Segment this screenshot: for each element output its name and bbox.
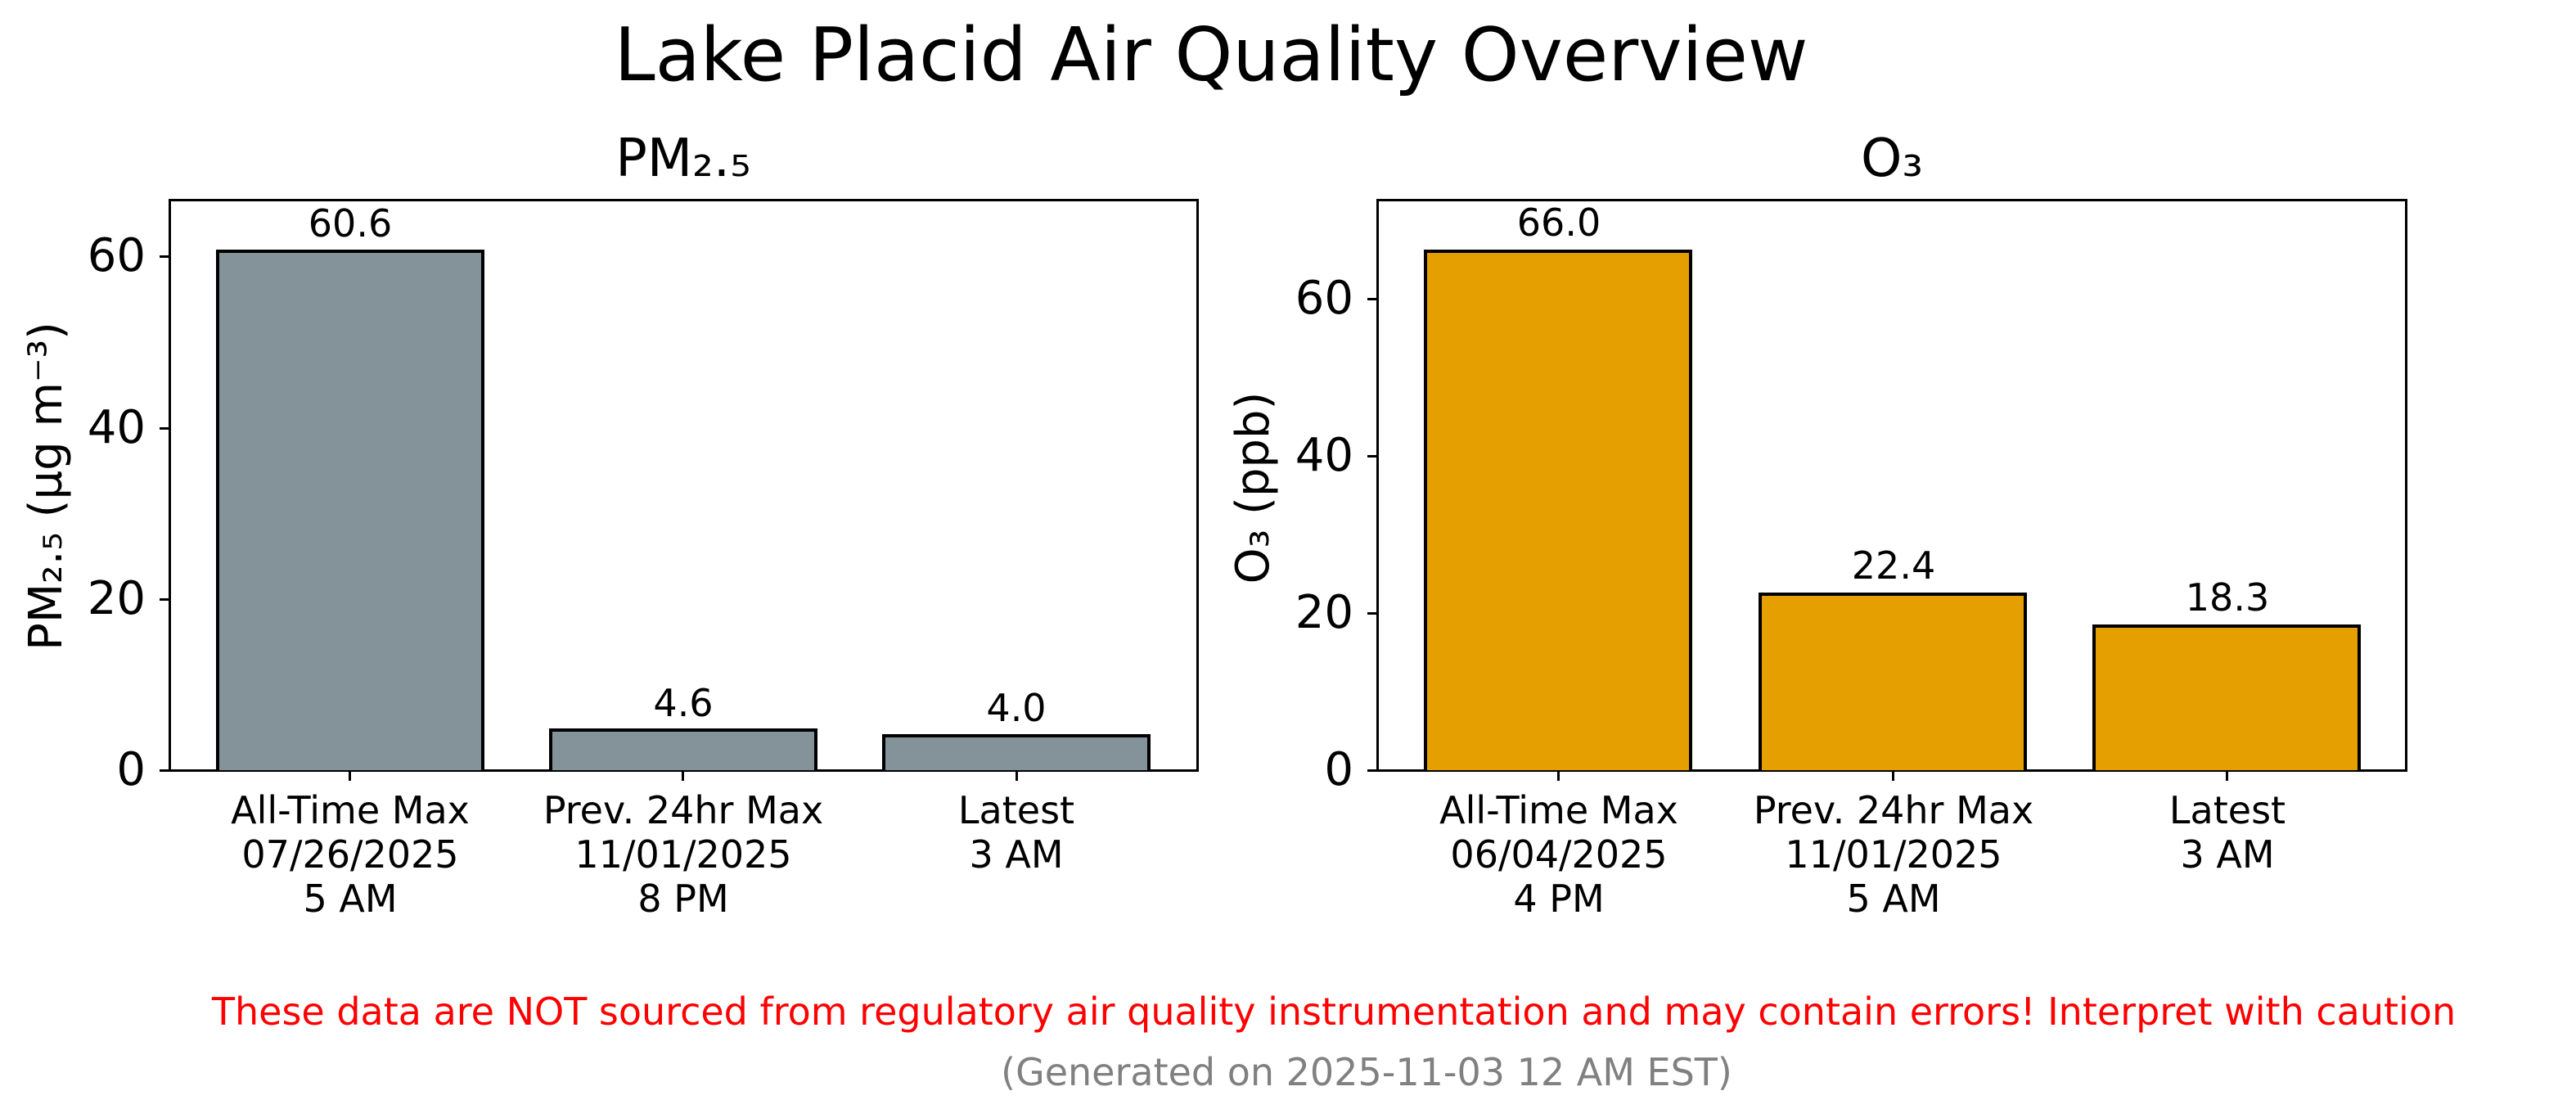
pm25-xtick-label-all-time-max: All-Time Max 07/26/2025 5 AM (231, 788, 470, 921)
xtick-line: Latest (2168, 788, 2286, 832)
pm25-ytick-mark (160, 255, 169, 258)
pm25-xtick-label-prev-24hr-max: Prev. 24hr Max 11/01/2025 8 PM (543, 788, 823, 921)
pm25-bar-all-time-max (216, 250, 484, 770)
o3-bar-all-time-max (1424, 250, 1692, 770)
o3-y-axis-label: O₃ (ppb) (1227, 391, 1280, 584)
o3-ytick-mark (1367, 769, 1377, 772)
o3-ytick-label: 0 (1324, 743, 1353, 796)
o3-xtick-mark (1557, 771, 1560, 781)
pm25-ytick-label: 0 (116, 743, 146, 796)
pm25-bar-prev-24hr-max (549, 728, 817, 770)
xtick-line: All-Time Max (1439, 788, 1678, 832)
o3-ytick-mark (1367, 298, 1377, 300)
o3-xtick-mark (1892, 771, 1894, 781)
xtick-line: 07/26/2025 (241, 832, 459, 877)
pm25-bar-value-label: 4.0 (986, 686, 1047, 730)
xtick-line: 3 AM (2180, 832, 2275, 877)
xtick-line: Prev. 24hr Max (543, 788, 824, 832)
xtick-line: 11/01/2025 (1785, 832, 2002, 877)
pm25-bar-value-label: 60.6 (308, 201, 393, 246)
xtick-line: 5 AM (1846, 877, 1941, 921)
generated-timestamp: (Generated on 2025-11-03 12 AM EST) (1001, 1050, 1732, 1094)
pm25-ytick-label: 60 (87, 229, 146, 282)
o3-bar-value-label: 22.4 (1851, 543, 1936, 588)
figure-title: Lake Placid Air Quality Overview (614, 12, 1808, 98)
pm25-bar-value-label: 4.6 (653, 681, 714, 725)
pm25-xtick-label-latest: Latest 3 AM (958, 788, 1074, 877)
xtick-line: Latest (957, 788, 1075, 832)
pm25-xtick-mark (1016, 771, 1018, 781)
xtick-line: 06/04/2025 (1450, 832, 1668, 877)
pm25-xtick-mark (682, 771, 684, 781)
xtick-line: All-Time Max (231, 788, 470, 832)
pm25-ytick-mark (160, 427, 169, 430)
o3-xtick-mark (2226, 771, 2228, 781)
o3-bar-latest (2092, 624, 2361, 770)
xtick-line: 8 PM (637, 877, 729, 921)
o3-xtick-label-all-time-max: All-Time Max 06/04/2025 4 PM (1439, 788, 1678, 921)
o3-ytick-mark (1367, 612, 1377, 615)
o3-panel-title: O₃ (1860, 128, 1924, 189)
o3-ytick-label: 20 (1295, 586, 1353, 639)
o3-xtick-label-prev-24hr-max: Prev. 24hr Max 11/01/2025 5 AM (1754, 788, 2033, 921)
xtick-line: 4 PM (1513, 877, 1605, 921)
o3-bar-value-label: 18.3 (2185, 575, 2270, 620)
o3-ytick-label: 40 (1295, 429, 1353, 482)
o3-xtick-label-latest: Latest 3 AM (2169, 788, 2286, 877)
pm25-ytick-label: 20 (87, 572, 146, 625)
pm25-panel-title: PM₂.₅ (615, 128, 751, 189)
xtick-line: 3 AM (969, 832, 1064, 877)
pm25-bar-latest (882, 734, 1151, 770)
o3-ytick-label: 60 (1295, 272, 1353, 325)
xtick-line: 5 AM (303, 877, 398, 921)
pm25-ytick-mark (160, 598, 169, 601)
pm25-ytick-mark (160, 769, 169, 772)
xtick-line: 11/01/2025 (574, 832, 792, 877)
o3-bar-prev-24hr-max (1759, 593, 2027, 770)
o3-ytick-mark (1367, 455, 1377, 458)
pm25-ytick-label: 40 (87, 401, 146, 454)
pm25-xtick-mark (349, 771, 351, 781)
xtick-line: Prev. 24hr Max (1753, 788, 2034, 832)
o3-bar-value-label: 66.0 (1516, 201, 1601, 245)
data-quality-warning: These data are NOT sourced from regulato… (211, 990, 2457, 1034)
